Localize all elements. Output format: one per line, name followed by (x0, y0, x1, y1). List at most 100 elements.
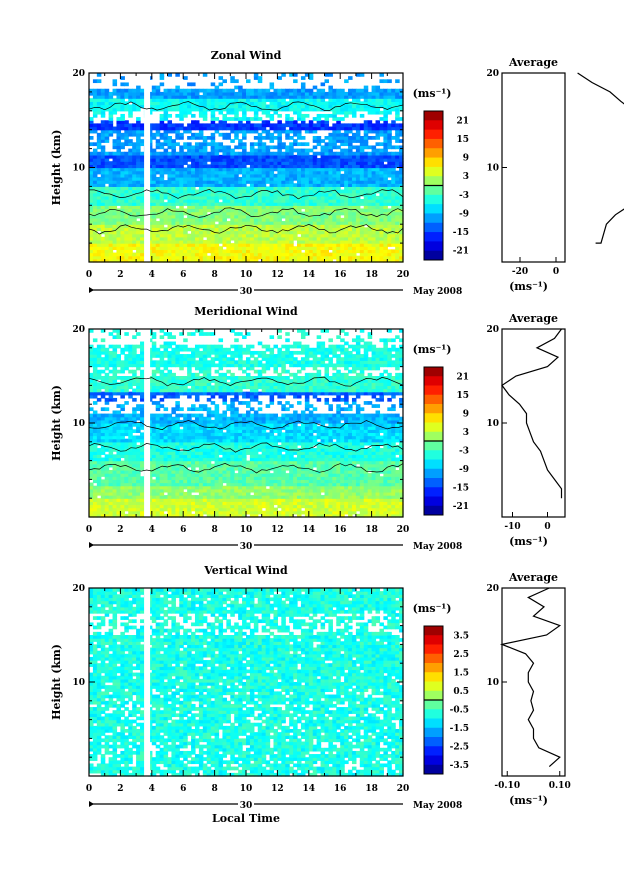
heatmap-cell (226, 498, 231, 502)
heatmap-cell (116, 211, 121, 216)
heatmap-cell (136, 233, 141, 238)
heatmap-cell (399, 164, 404, 169)
heatmap-cell (273, 145, 278, 150)
heatmap-cell (136, 495, 141, 499)
heatmap-cell (344, 482, 349, 487)
heatmap-cell (226, 501, 231, 506)
heatmap-cell (391, 183, 396, 187)
heatmap-cell (379, 233, 384, 238)
heatmap-cell (155, 243, 161, 247)
heatmap-cell (246, 88, 251, 93)
heatmap-cell (387, 142, 392, 147)
heatmap-cell (297, 189, 302, 194)
heatmap-cell (355, 211, 361, 216)
heatmap-cell (159, 104, 165, 109)
heatmap-cell (289, 243, 294, 247)
colorbar-band (424, 120, 443, 131)
heatmap-cell (104, 510, 110, 515)
heatmap-cell (293, 510, 298, 515)
heatmap-cell (293, 170, 298, 175)
heatmap-cell (116, 132, 121, 137)
heatmap-cell (242, 142, 247, 147)
heatmap-cell (116, 95, 121, 99)
heatmap-cell (214, 498, 220, 502)
heatmap-cell (175, 230, 180, 235)
heatmap-cell (300, 183, 306, 187)
heatmap-cell (171, 126, 176, 131)
heatmap-cell (355, 154, 361, 159)
heatmap-cell (112, 221, 118, 225)
heatmap-cell (324, 113, 330, 118)
heatmap-cell (391, 176, 396, 181)
heatmap-cell (92, 252, 98, 257)
heatmap-cell (108, 236, 114, 241)
heatmap-cell (289, 142, 294, 147)
heatmap-cell (202, 199, 208, 203)
heatmap-cell (355, 233, 361, 238)
heatmap-cell (320, 88, 326, 93)
heatmap-cell (261, 221, 267, 225)
heatmap-cell (300, 482, 306, 487)
heatmap-cell (100, 246, 106, 250)
heatmap-cell (265, 136, 271, 140)
heatmap-cell (249, 129, 255, 134)
heatmap-cell (116, 183, 121, 187)
heatmap-cell (140, 176, 145, 181)
heatmap-cell (328, 85, 333, 90)
heatmap-cell (151, 126, 157, 131)
heatmap-cell (112, 252, 118, 257)
heatmap-cell (108, 170, 114, 175)
heatmap-cell (163, 208, 169, 213)
heatmap-cell (159, 482, 165, 487)
heatmap-cell (187, 176, 192, 181)
heatmap-cell (351, 95, 357, 99)
heatmap-cell (289, 126, 294, 131)
heatmap-cell (92, 186, 98, 191)
heatmap-cell (226, 176, 231, 181)
heatmap-cell (198, 217, 204, 222)
colorbar-band (424, 111, 443, 121)
heatmap-cell (371, 211, 377, 216)
heatmap-cell (363, 123, 369, 128)
heatmap-cell (359, 239, 365, 244)
heatmap-cell (340, 205, 345, 210)
heatmap-cell (308, 129, 314, 134)
heatmap-cell (120, 132, 125, 137)
heatmap-cell (383, 513, 388, 518)
heatmap-cell (159, 189, 165, 194)
heatmap-cell (336, 252, 341, 257)
heatmap-cell (359, 113, 365, 118)
heatmap-cell (191, 158, 196, 162)
heatmap-cell (140, 186, 145, 191)
heatmap-cell (348, 123, 353, 128)
heatmap-cell (265, 246, 271, 250)
heatmap-cell (367, 236, 373, 241)
heatmap-cell (202, 145, 208, 150)
heatmap-cell (332, 510, 337, 515)
heatmap-cell (336, 233, 341, 238)
heatmap-cell (175, 258, 180, 263)
heatmap-cell (304, 158, 310, 162)
heatmap-cell (132, 95, 137, 99)
heatmap-cell (147, 195, 153, 200)
heatmap-cell (108, 101, 114, 106)
heatmap-cell (261, 154, 267, 159)
heatmap-cell (269, 485, 275, 490)
heatmap-cell (226, 249, 231, 254)
heatmap-cell (391, 239, 396, 244)
heatmap-cell (312, 214, 318, 219)
heatmap-cell (253, 227, 259, 232)
heatmap-cell (183, 104, 188, 109)
heatmap-cell (132, 158, 137, 162)
heatmap-cell (348, 151, 353, 156)
heatmap-cell (293, 504, 298, 509)
heatmap-cell (257, 148, 263, 153)
heatmap-cell (351, 98, 357, 102)
heatmap-cell (218, 192, 224, 197)
heatmap-cell (202, 227, 208, 232)
heatmap-cell (116, 482, 121, 487)
heatmap-cell (375, 221, 381, 225)
heatmap-cell (100, 227, 106, 232)
heatmap-cell (316, 482, 322, 487)
heatmap-cell (359, 488, 365, 493)
